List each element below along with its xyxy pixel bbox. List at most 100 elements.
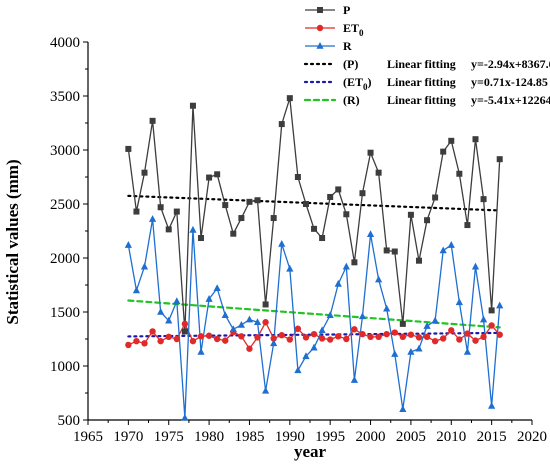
x-tick-label: 1995 — [315, 429, 345, 445]
point-p — [391, 248, 398, 255]
point-r — [294, 366, 302, 374]
point-r — [431, 316, 439, 324]
point-et0 — [440, 335, 447, 342]
legend-fit-label-1: (ET0) Linear fitting y=0.71x-124.85 — [343, 75, 548, 92]
point-p — [472, 136, 479, 143]
point-et0 — [205, 332, 213, 339]
point-r — [221, 311, 229, 319]
point-et0 — [399, 333, 407, 341]
point-et0 — [383, 330, 390, 338]
point-p — [286, 95, 293, 102]
x-tick-label: 2005 — [396, 429, 426, 445]
legend-marker-p — [317, 7, 323, 13]
ticks: 1965 1970 1975 1980 1985 1990 1995 2000 2005 2010… — [50, 35, 547, 445]
point-r — [213, 284, 221, 292]
point-et0 — [189, 337, 197, 345]
point-p — [302, 201, 309, 207]
legend-fit-label-2: (R) Linear fitting y=-5.41x+12264.03 — [343, 93, 550, 107]
point-et0 — [197, 333, 205, 340]
point-p — [206, 174, 213, 181]
point-r — [286, 264, 294, 272]
legend-fit-text: Linear fitting — [387, 93, 456, 107]
legend-fit-text: Linear fitting — [387, 57, 456, 71]
point-et0 — [456, 336, 463, 343]
point-r — [278, 239, 286, 247]
point-p — [238, 215, 245, 222]
point-et0 — [141, 340, 148, 347]
point-et0 — [133, 337, 140, 345]
point-r — [334, 279, 342, 287]
point-p — [254, 197, 261, 204]
point-r — [326, 311, 334, 319]
point-et0 — [262, 319, 269, 326]
point-p — [141, 169, 148, 176]
y-tick-label: 500 — [58, 413, 81, 429]
point-et0 — [254, 334, 261, 341]
y-tick-label: 1500 — [50, 305, 80, 321]
point-p — [343, 211, 350, 218]
point-r — [181, 413, 189, 421]
point-et0 — [125, 341, 132, 349]
point-r — [237, 320, 245, 328]
point-et0 — [351, 326, 358, 333]
point-p — [173, 208, 180, 215]
point-r — [358, 312, 367, 320]
point-r — [132, 286, 141, 294]
point-p — [432, 194, 439, 201]
point-r — [205, 295, 213, 302]
point-et0 — [415, 334, 423, 341]
legend-label-r: R — [343, 39, 352, 53]
point-r — [157, 308, 165, 315]
x-tick-label: 2010 — [436, 429, 466, 445]
legend-label-main: ET — [343, 21, 359, 35]
point-et0 — [278, 332, 285, 339]
point-et0 — [480, 333, 487, 341]
point-et0 — [488, 322, 495, 329]
point-et0 — [431, 337, 439, 345]
point-r — [302, 352, 310, 360]
point-r — [447, 241, 455, 248]
point-et0 — [149, 328, 156, 335]
point-et0 — [302, 334, 310, 341]
legend-label-main: R — [343, 39, 352, 53]
point-p — [359, 190, 366, 197]
point-et0 — [407, 331, 415, 338]
point-et0 — [343, 335, 350, 343]
point-et0 — [310, 330, 318, 338]
legend-fit-sub: 0 — [363, 82, 368, 92]
legend-fit-main: (ET — [343, 75, 363, 89]
legend-fit-equation: y=-5.41x+12264.03 — [471, 93, 550, 107]
point-et0 — [165, 333, 172, 341]
point-r — [124, 241, 132, 248]
point-r — [189, 225, 197, 233]
point-r — [245, 315, 254, 323]
point-p — [230, 230, 237, 237]
point-p — [262, 301, 269, 308]
point-r — [165, 316, 173, 324]
point-p — [407, 211, 414, 218]
point-r — [415, 344, 423, 352]
point-p — [424, 217, 431, 224]
point-p — [157, 204, 164, 211]
point-p — [149, 117, 156, 124]
point-p — [375, 169, 382, 176]
legend-marker-et0 — [316, 24, 324, 32]
point-et0 — [326, 336, 334, 343]
y-tick-label: 3500 — [50, 89, 80, 105]
point-p — [222, 202, 229, 209]
legend-label-et0: ET0 — [343, 21, 364, 38]
point-r — [366, 230, 375, 238]
point-p — [335, 186, 342, 193]
point-r — [318, 326, 326, 334]
point-et0 — [375, 333, 382, 341]
point-et0 — [464, 330, 471, 337]
point-r — [310, 343, 318, 351]
point-p — [294, 174, 301, 180]
x-tick-label: 1980 — [194, 429, 224, 445]
point-et0 — [222, 337, 229, 344]
point-p — [214, 171, 221, 178]
legend-fit-equation: y=0.71x-124.85 — [471, 75, 548, 89]
point-p — [270, 215, 277, 222]
